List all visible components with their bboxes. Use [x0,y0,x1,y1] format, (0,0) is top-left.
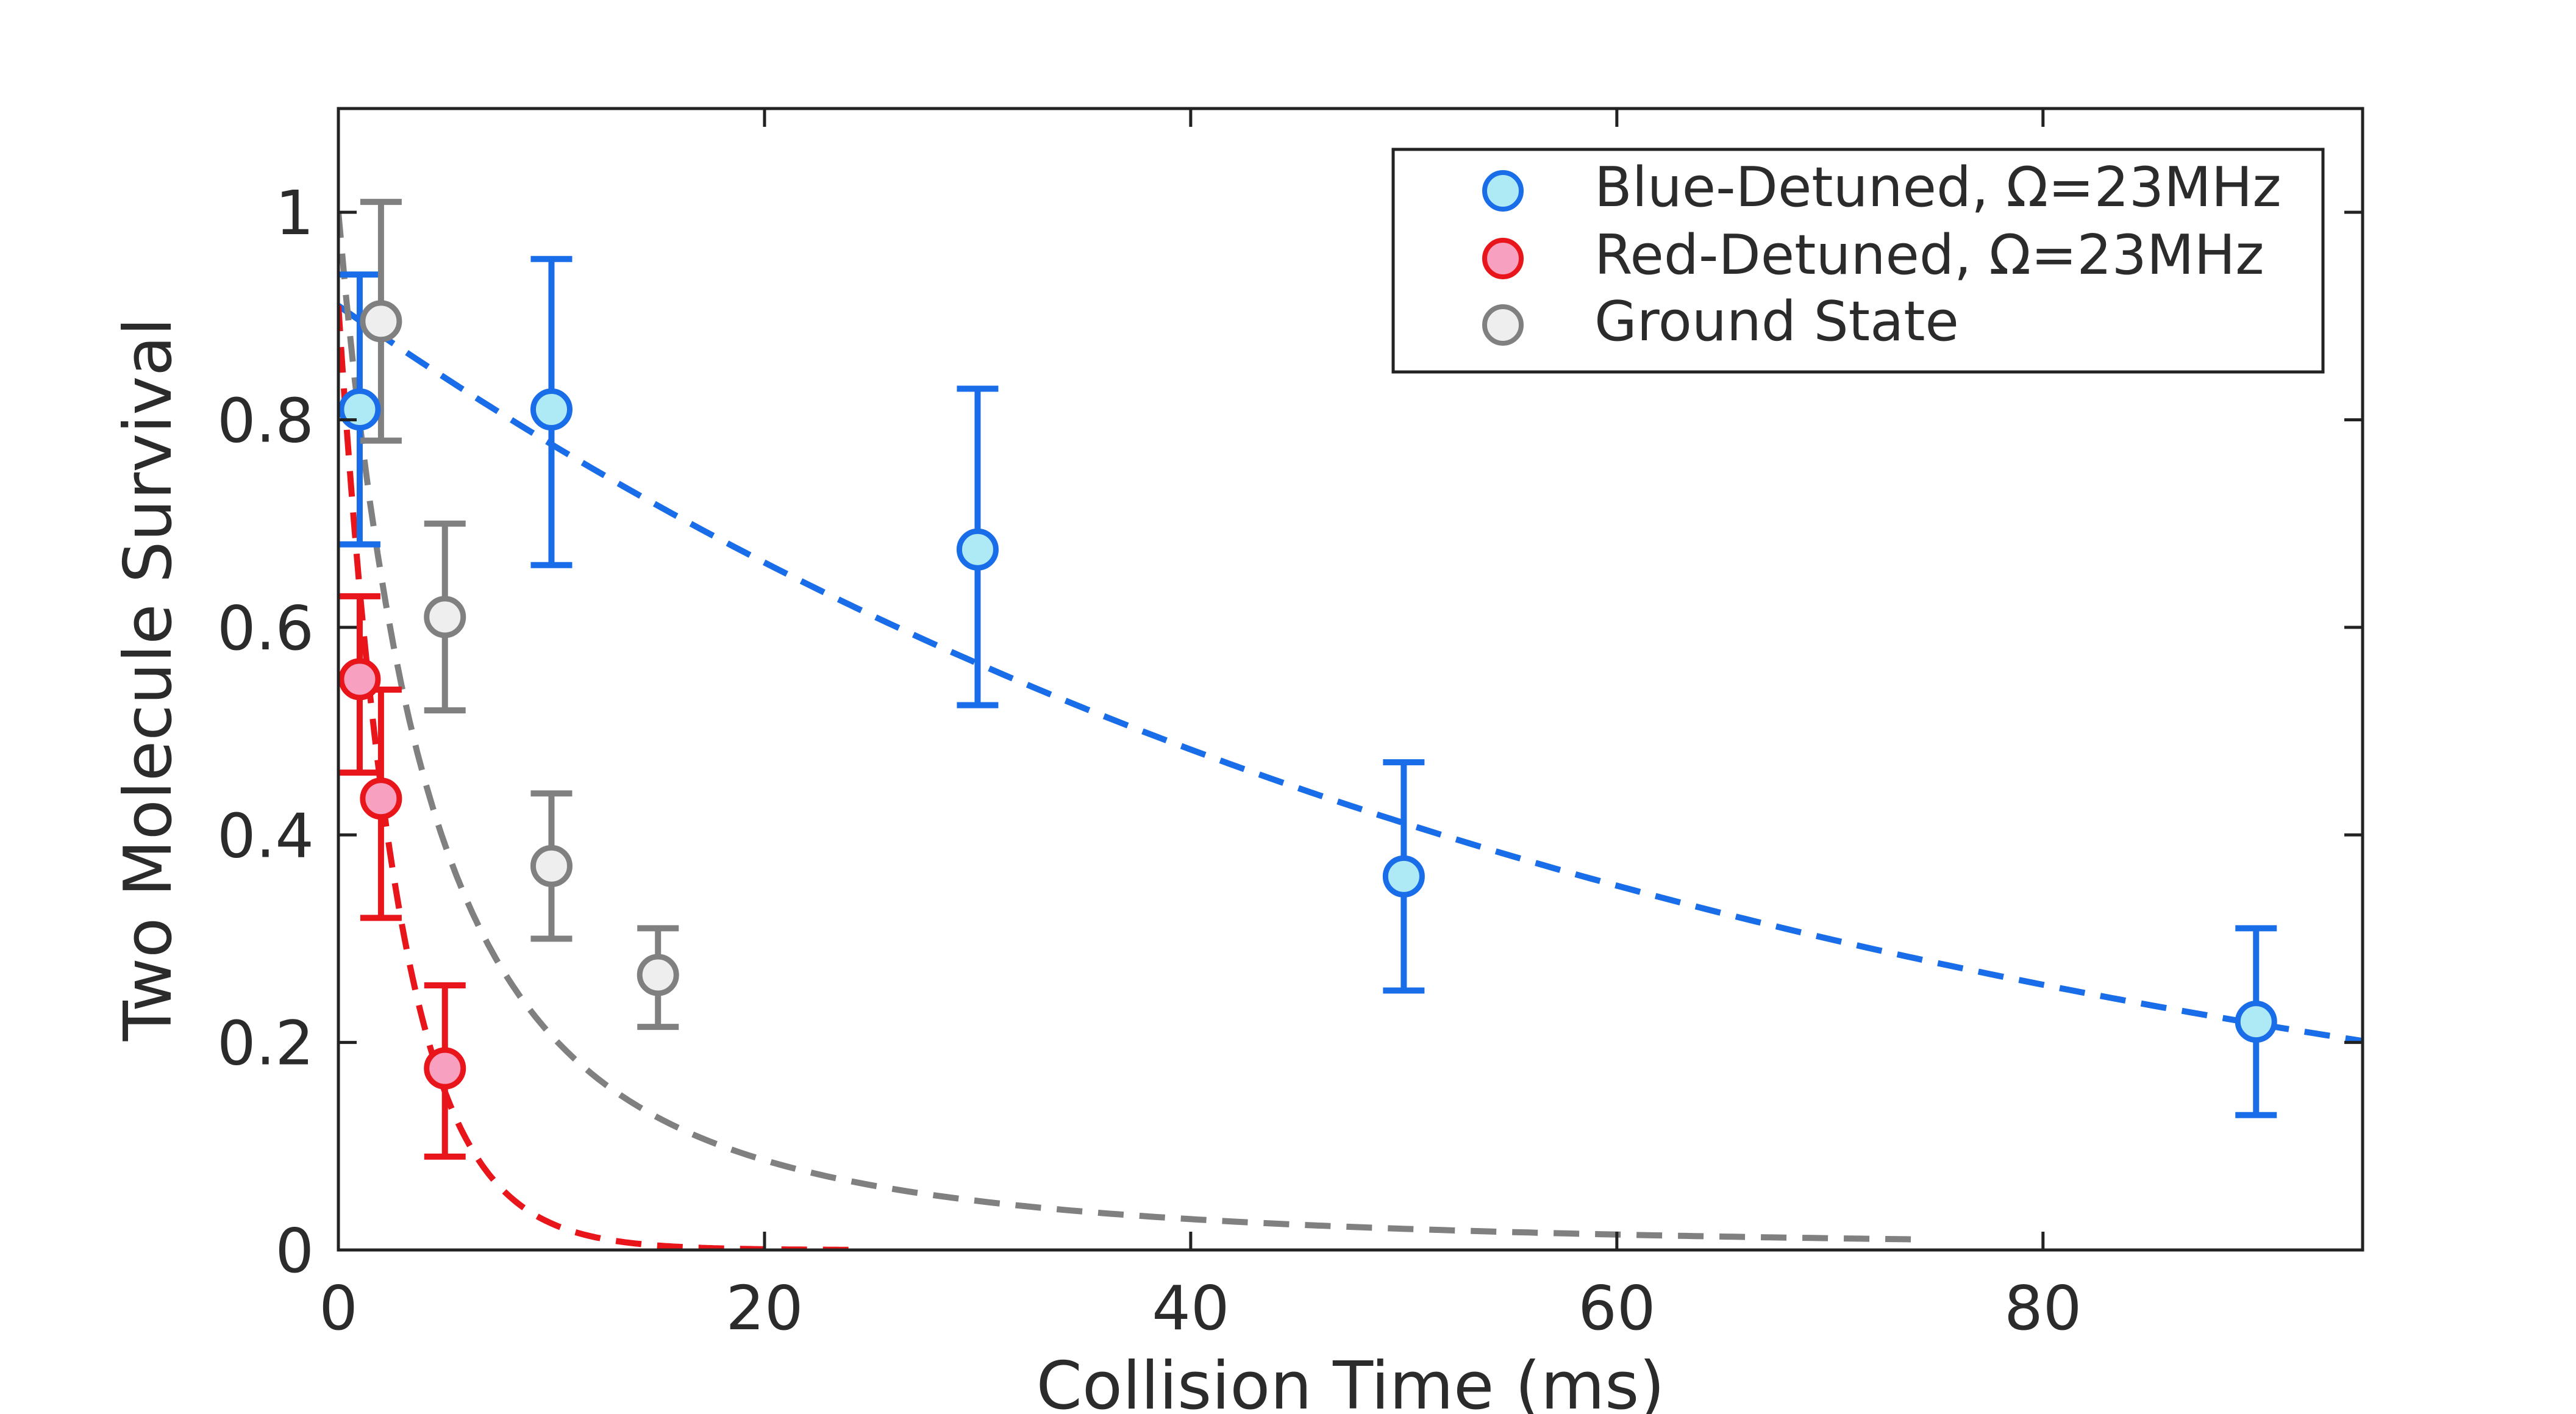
fit-curve-series-2 [338,212,1916,1243]
legend: Blue-Detuned, Ω=23MHz Red-Detuned, Ω=23M… [1391,148,2325,374]
data-point-series-2 [637,954,679,996]
x-tick-label: 20 [726,1273,803,1344]
axis-ticks: 0 20 40 60 80 0 0.2 0.4 0.6 0.8 1 [217,109,2363,1344]
data-point-series-2 [360,300,402,343]
data-point-series-2 [424,596,466,638]
legend-label-red-detuned: Red-Detuned, Ω=23MHz [1594,223,2264,287]
y-axis-label: Two Molecule Survival [110,318,187,1042]
data-point-series-0 [956,528,999,571]
x-tick-label: 80 [2004,1273,2082,1344]
data-point-series-2 [530,844,573,887]
legend-marker-red-detuned [1482,238,1524,279]
fit-curve-series-0 [338,303,2363,1044]
y-tick-label: 1 [275,177,314,249]
data-point-series-0 [2235,1001,2277,1043]
plot-frame [337,107,2364,1252]
x-tick-label: 40 [1152,1273,1229,1344]
legend-box [1391,148,2325,374]
y-tick-label: 0.6 [217,593,314,664]
x-tick-label: 60 [1578,1273,1655,1344]
y-tick-label: 0 [275,1215,314,1287]
x-axis-label: Collision Time (ms) [1036,1348,1664,1414]
legend-label-ground-state: Ground State [1594,290,1959,354]
data-point-series-1 [424,1047,466,1090]
legend-marker-blue-detuned [1482,170,1524,212]
data-point-series-1 [360,777,402,820]
data-point-series-0 [530,388,573,431]
data-point-series-0 [338,388,381,431]
legend-label-blue-detuned: Blue-Detuned, Ω=23MHz [1594,155,2282,220]
y-tick-label: 0.8 [217,385,314,457]
y-tick-label: 0.2 [217,1008,314,1079]
data-point-series-0 [1382,855,1425,898]
x-tick-label: 0 [319,1273,358,1344]
y-tick-label: 0.4 [217,800,314,871]
legend-marker-ground-state [1482,304,1524,346]
data-points [338,199,2277,1160]
data-point-series-1 [338,658,381,701]
